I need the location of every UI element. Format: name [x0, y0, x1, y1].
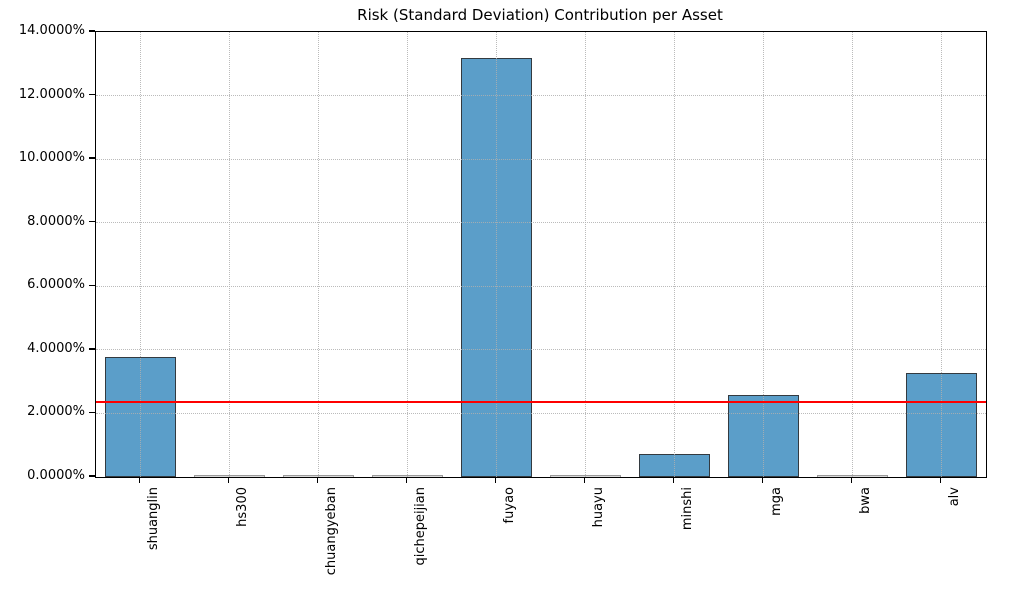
chart-title: Risk (Standard Deviation) Contribution p…: [357, 6, 723, 24]
y-tick-label: 8.0000%: [27, 213, 85, 229]
x-tick-label: fuyao: [501, 487, 517, 524]
h-gridline: [96, 412, 986, 414]
y-tick-mark: [89, 221, 95, 223]
y-axis-tick-labels: 0.0000% 2.0000% 4.0000% 6.0000% 8.0000% 10.00…: [0, 23, 85, 483]
y-tick-mark: [89, 475, 95, 477]
x-tick-mark: [494, 477, 497, 484]
y-tick-label: 14.0000%: [18, 23, 85, 38]
y-tick-mark: [89, 30, 95, 32]
v-gridline: [229, 32, 230, 477]
y-tick-label: 12.0000%: [18, 86, 85, 102]
v-gridline: [763, 32, 764, 477]
v-gridline: [496, 32, 497, 477]
v-gridline: [407, 32, 408, 477]
x-tick-label: minshi: [679, 487, 695, 531]
h-gridline: [96, 285, 986, 287]
h-gridline: [96, 95, 986, 97]
y-tick-mark: [89, 157, 95, 159]
x-tick-label: huayu: [590, 487, 606, 528]
y-tick-mark: [89, 93, 95, 96]
v-gridline: [318, 32, 319, 477]
x-tick-mark: [850, 477, 853, 484]
x-tick-mark: [939, 477, 942, 484]
x-tick-label: qichepeijian: [412, 487, 428, 566]
x-tick-mark: [405, 477, 408, 484]
h-gridline: [96, 158, 986, 160]
x-tick-label: alv: [946, 487, 962, 507]
h-gridline: [96, 349, 986, 351]
x-tick-label: bwa: [857, 487, 873, 514]
x-tick-label: mga: [768, 487, 784, 516]
y-tick-label: 10.0000%: [18, 150, 85, 166]
x-tick-label: hs300: [234, 487, 250, 527]
v-gridline: [585, 32, 586, 477]
v-gridline: [941, 32, 942, 477]
x-tick-label: chuangyeban: [323, 487, 339, 576]
y-tick-mark: [89, 284, 95, 286]
x-tick-mark: [316, 477, 319, 484]
average-risk-line: [96, 400, 986, 403]
y-tick-label: 6.0000%: [27, 277, 85, 293]
x-tick-label: shuanglin: [145, 487, 161, 551]
x-tick-mark: [761, 477, 764, 484]
plot-area: [95, 31, 987, 478]
h-gridline: [96, 222, 986, 224]
y-tick-mark: [89, 348, 95, 350]
y-tick-label: 2.0000%: [27, 404, 85, 420]
v-gridline: [140, 32, 141, 477]
y-tick-mark: [89, 411, 95, 414]
x-tick-mark: [583, 477, 586, 484]
y-tick-label: 0.0000%: [27, 468, 85, 483]
x-tick-mark: [138, 477, 141, 484]
v-gridline: [674, 32, 675, 477]
x-tick-mark: [227, 477, 230, 484]
x-tick-mark: [672, 477, 675, 484]
y-tick-label: 4.0000%: [27, 340, 85, 356]
v-gridline: [852, 32, 853, 477]
